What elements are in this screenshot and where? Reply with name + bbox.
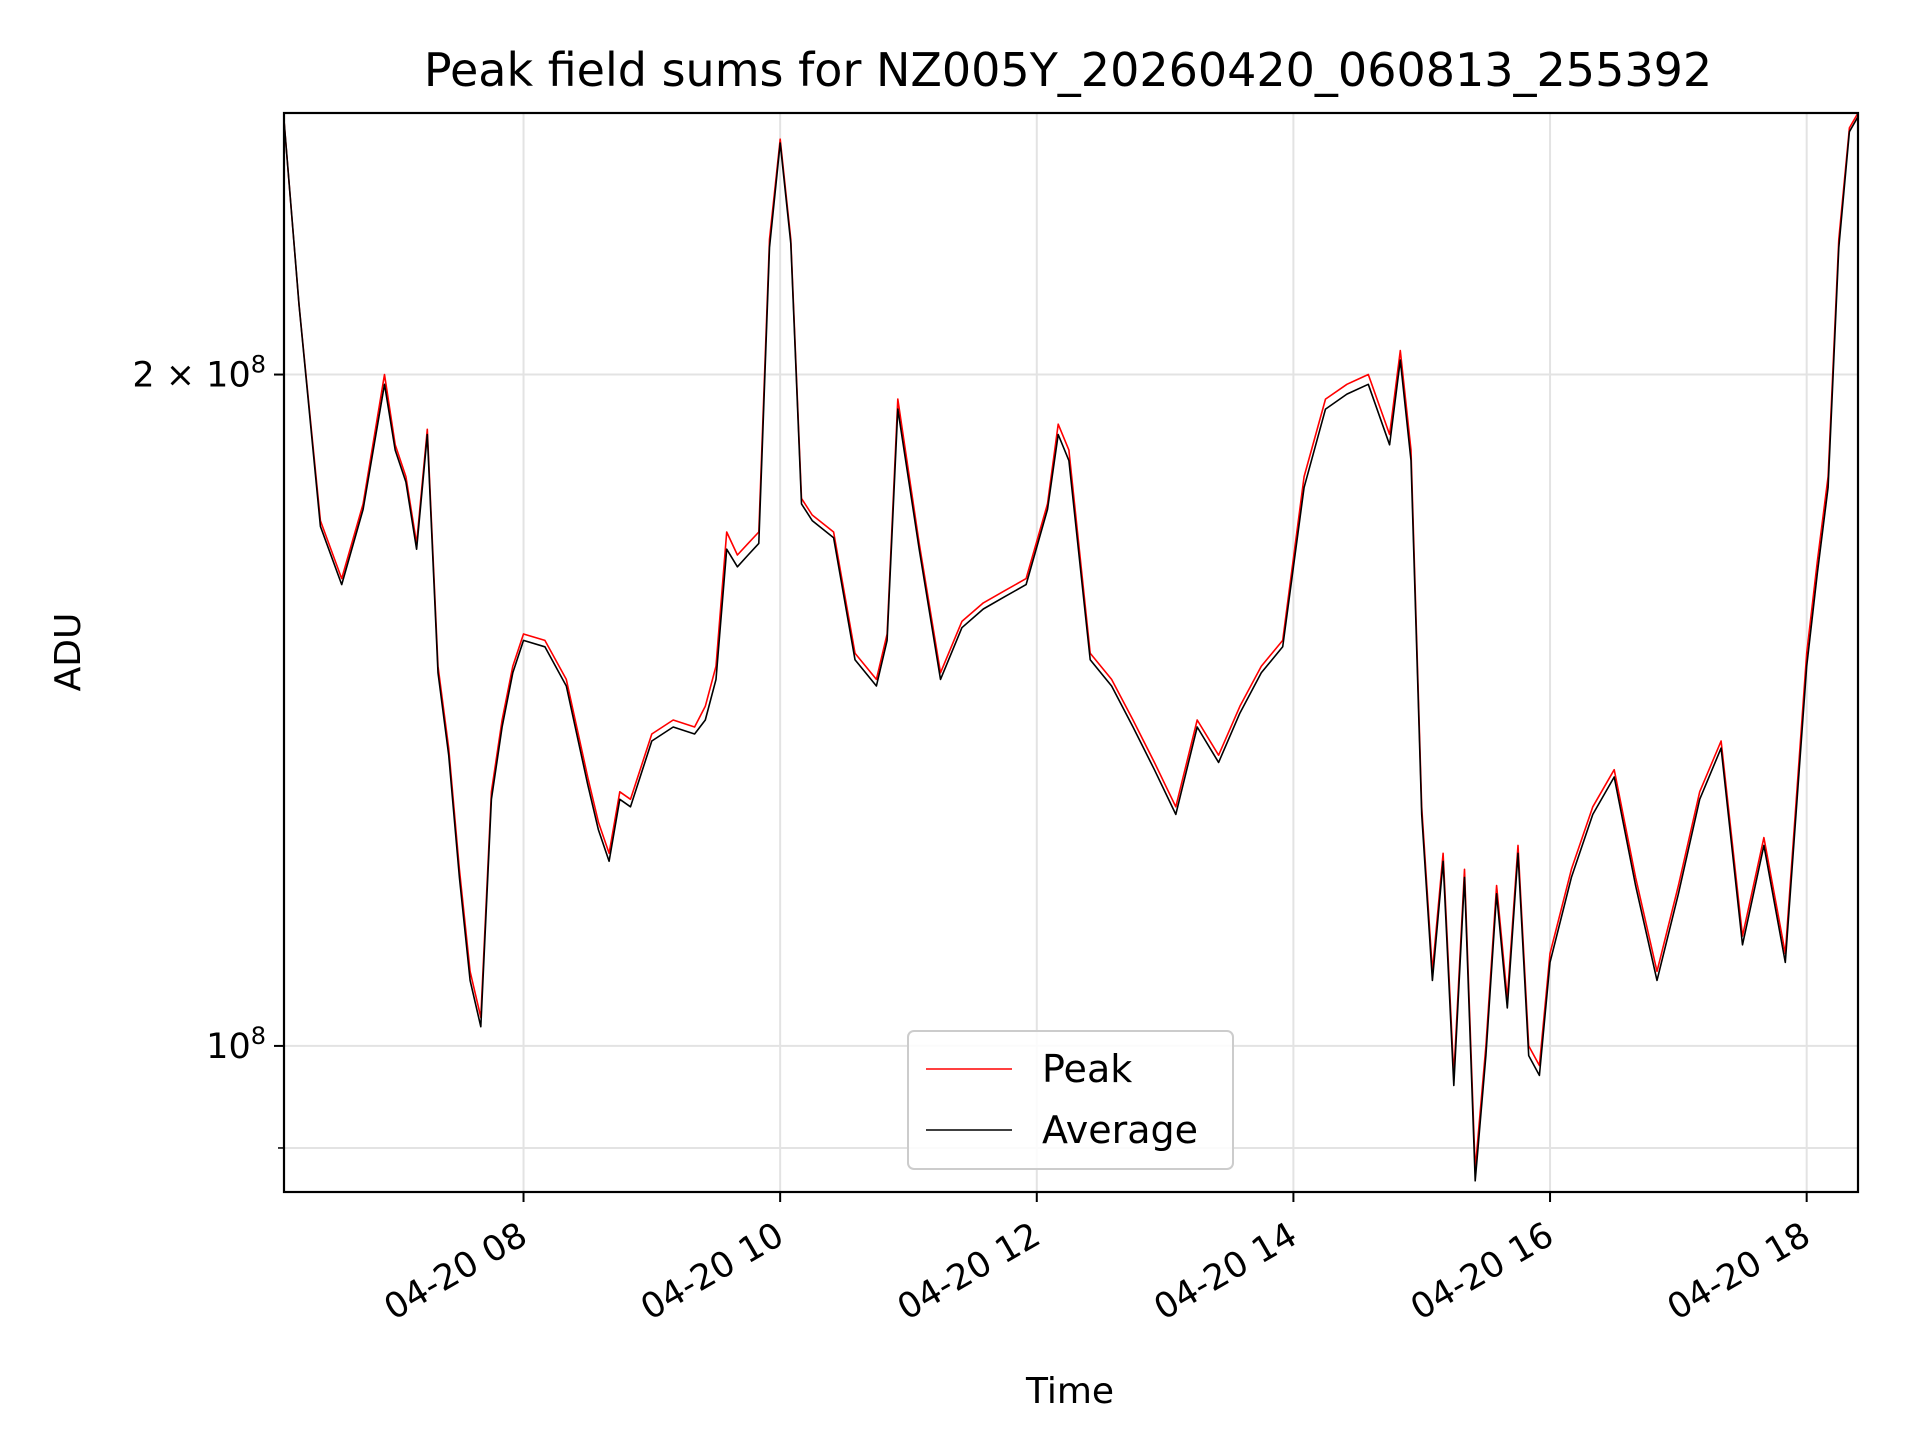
x-tick-label: 04-20 14 (1148, 1215, 1304, 1328)
x-axis-ticks: 04-20 08 04-20 10 04-20 12 04-20 14 04-20 16… (378, 1192, 1817, 1328)
x-tick-label: 04-20 10 (634, 1215, 790, 1328)
x-tick-label: 04-20 16 (1404, 1215, 1560, 1328)
legend-label-average: Average (1042, 1108, 1198, 1152)
series-line-peak (283, 112, 1859, 1171)
legend: Peak Average (907, 1030, 1234, 1170)
legend-label-peak: Peak (1042, 1047, 1132, 1091)
y-axis-ticks: 108 2 × 108 (132, 351, 284, 1149)
x-tick-label: 04-20 08 (378, 1215, 534, 1328)
chart-title: Peak field sums for NZ005Y_20260420_0608… (424, 43, 1712, 97)
y-tick-label: 2 × 108 (132, 351, 266, 396)
x-axis-label: Time (1025, 1371, 1114, 1412)
y-axis-label: ADU (48, 613, 89, 692)
x-tick-label: 04-20 12 (891, 1215, 1047, 1328)
plot-frame (282, 111, 1860, 1194)
y-tick-label: 108 (206, 1022, 266, 1067)
x-tick-label: 04-20 18 (1661, 1215, 1817, 1328)
series-layer (283, 112, 1859, 1182)
legend-box (907, 1030, 1234, 1170)
series-line-average (283, 116, 1859, 1182)
